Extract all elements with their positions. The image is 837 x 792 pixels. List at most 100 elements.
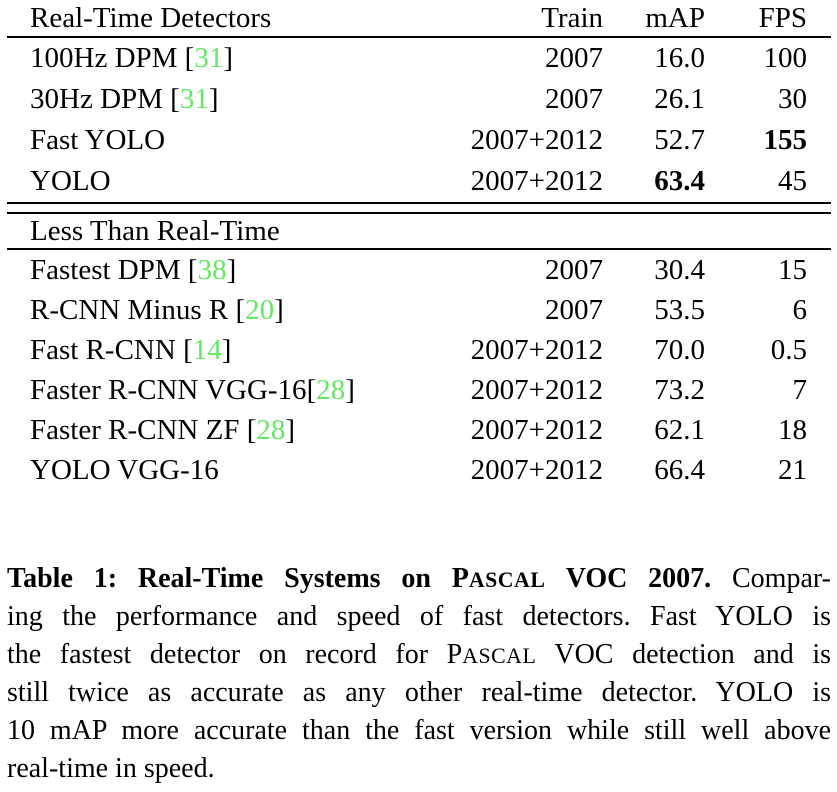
- caption-segment: Table 1: Real-Time Systems on: [7, 563, 452, 594]
- citation-ref[interactable]: 31: [179, 83, 209, 115]
- caption-segment: PASCAL: [451, 563, 546, 594]
- caption-segment: 10 mAP more accurate than the fast versi…: [7, 715, 831, 746]
- fps-value: 15: [778, 253, 807, 286]
- table-row: Faster R-CNN ZF [28] 2007+2012 62.1 18: [7, 410, 831, 450]
- citation-ref[interactable]: 28: [316, 373, 346, 406]
- citation-bracket: ]: [226, 253, 237, 286]
- caption-segment: real-time in speed.: [7, 753, 215, 784]
- train-value: 2007+2012: [470, 413, 603, 446]
- detector-name: Fast R-CNN [14]: [30, 333, 232, 366]
- citation-bracket: [: [187, 253, 198, 286]
- citation-bracket: ]: [221, 333, 232, 366]
- train-value: 2007: [545, 42, 603, 74]
- caption-segment: PASCAL: [446, 639, 537, 670]
- citation-bracket: [: [306, 373, 317, 406]
- detector-name: YOLO VGG-16: [30, 453, 219, 486]
- caption-segment: VOC detection and is: [536, 639, 831, 670]
- table-row: YOLO 2007+2012 63.4 45: [7, 161, 831, 202]
- train-value: 2007: [545, 253, 603, 286]
- detector-name: R-CNN Minus R [20]: [30, 293, 284, 326]
- citation-bracket: ]: [274, 293, 284, 326]
- table-row: Fast R-CNN [14] 2007+2012 70.0 0.5: [7, 330, 831, 370]
- citation-bracket: ]: [345, 373, 355, 406]
- section2-header-label: Less Than Real-Time: [30, 214, 280, 247]
- caption-segment: ing the performance and speed of fast de…: [7, 601, 831, 632]
- train-value: 2007+2012: [470, 333, 603, 366]
- train-value: 2007+2012: [470, 453, 603, 486]
- detector-name: Fastest DPM [38]: [30, 253, 237, 286]
- detector-name: 100Hz DPM [31]: [30, 42, 234, 74]
- caption-line: real-time in speed.: [7, 750, 831, 788]
- map-value: 66.4: [654, 453, 705, 486]
- map-value: 53.5: [654, 293, 705, 326]
- caption-line: 10 mAP more accurate than the fast versi…: [7, 712, 831, 750]
- train-value: 2007: [545, 293, 603, 326]
- citation-bracket: [: [246, 413, 257, 446]
- table-header-row: Real-Time Detectors Train mAP FPS: [7, 0, 831, 36]
- results-table: Real-Time Detectors Train mAP FPS 100Hz …: [7, 0, 831, 490]
- table-row: YOLO VGG-16 2007+2012 66.4 21: [7, 450, 831, 490]
- map-value: 63.4: [654, 165, 705, 197]
- citation-ref[interactable]: 14: [192, 333, 222, 366]
- citation-bracket: [: [170, 83, 180, 115]
- detector-name: Faster R-CNN VGG-16[28]: [30, 373, 355, 406]
- table-row: 100Hz DPM [31] 2007 16.0 100: [7, 38, 831, 79]
- rule-header-bottom: [7, 36, 831, 38]
- map-value: 52.7: [654, 124, 705, 156]
- citation-bracket: ]: [223, 42, 234, 74]
- detector-name: Fast YOLO: [30, 124, 166, 156]
- rule-subheader-bottom: [7, 248, 831, 250]
- caption-line: the fastest detector on record for PASCA…: [7, 636, 831, 674]
- fps-value: 0.5: [770, 333, 807, 366]
- fps-value: 100: [763, 42, 808, 74]
- map-value: 26.1: [654, 83, 705, 115]
- fps-value: 45: [778, 165, 807, 197]
- train-value: 2007: [545, 83, 603, 115]
- train-value: 2007+2012: [470, 165, 603, 197]
- fps-value: 21: [778, 453, 807, 486]
- map-value: 30.4: [654, 253, 705, 286]
- table-row: Faster R-CNN VGG-16[28] 2007+2012 73.2 7: [7, 370, 831, 410]
- fps-value: 6: [792, 293, 808, 326]
- citation-bracket: [: [184, 42, 195, 74]
- caption-line: still twice as accurate as any other rea…: [7, 674, 831, 712]
- caption-line: ing the performance and speed of fast de…: [7, 598, 831, 636]
- fps-value: 30: [778, 83, 807, 115]
- detector-name: Faster R-CNN ZF [28]: [30, 413, 296, 446]
- table-row: Fast YOLO 2007+2012 52.7 155: [7, 120, 831, 161]
- train-value: 2007+2012: [470, 373, 603, 406]
- fps-value: 7: [792, 373, 808, 406]
- caption-segment: Compar-: [711, 563, 831, 594]
- detector-name: 30Hz DPM [31]: [30, 83, 219, 115]
- caption-line: Table 1: Real-Time Systems on PASCAL VOC…: [7, 560, 831, 598]
- table-row: R-CNN Minus R [20] 2007 53.5 6: [7, 290, 831, 330]
- fps-value: 18: [778, 413, 807, 446]
- header-fps-label: FPS: [758, 1, 807, 34]
- map-value: 16.0: [654, 42, 705, 74]
- citation-ref[interactable]: 38: [197, 253, 227, 286]
- caption-segment: VOC 2007.: [545, 563, 712, 594]
- table-caption: Table 1: Real-Time Systems on PASCAL VOC…: [7, 560, 831, 788]
- caption-segment: still twice as accurate as any other rea…: [7, 677, 831, 708]
- table-row: 30Hz DPM [31] 2007 26.1 30: [7, 79, 831, 120]
- caption-segment: the fastest detector on record for: [7, 639, 447, 670]
- header-detectors-label: Real-Time Detectors: [30, 1, 272, 34]
- real-time-section-rows: 100Hz DPM [31] 2007 16.0 100 30Hz DPM [31] 20…: [7, 38, 831, 202]
- citation-bracket: [: [235, 293, 246, 326]
- fps-value: 155: [763, 124, 808, 156]
- rule-section-divider-top: [7, 202, 831, 204]
- map-value: 73.2: [654, 373, 705, 406]
- less-than-real-time-section-rows: Fastest DPM [38] 2007 30.4 15 R-CNN Minus R …: [7, 250, 831, 490]
- rule-section-divider-bottom: [7, 212, 831, 214]
- citation-ref[interactable]: 20: [245, 293, 275, 326]
- section2-header-row: Less Than Real-Time: [7, 214, 831, 248]
- map-value: 62.1: [654, 413, 705, 446]
- header-train-label: Train: [541, 1, 603, 34]
- train-value: 2007+2012: [470, 124, 603, 156]
- table-row: Fastest DPM [38] 2007 30.4 15: [7, 250, 831, 290]
- citation-ref[interactable]: 28: [256, 413, 286, 446]
- citation-bracket: [: [183, 333, 193, 366]
- detector-name: YOLO: [30, 165, 111, 197]
- citation-ref[interactable]: 31: [194, 42, 224, 74]
